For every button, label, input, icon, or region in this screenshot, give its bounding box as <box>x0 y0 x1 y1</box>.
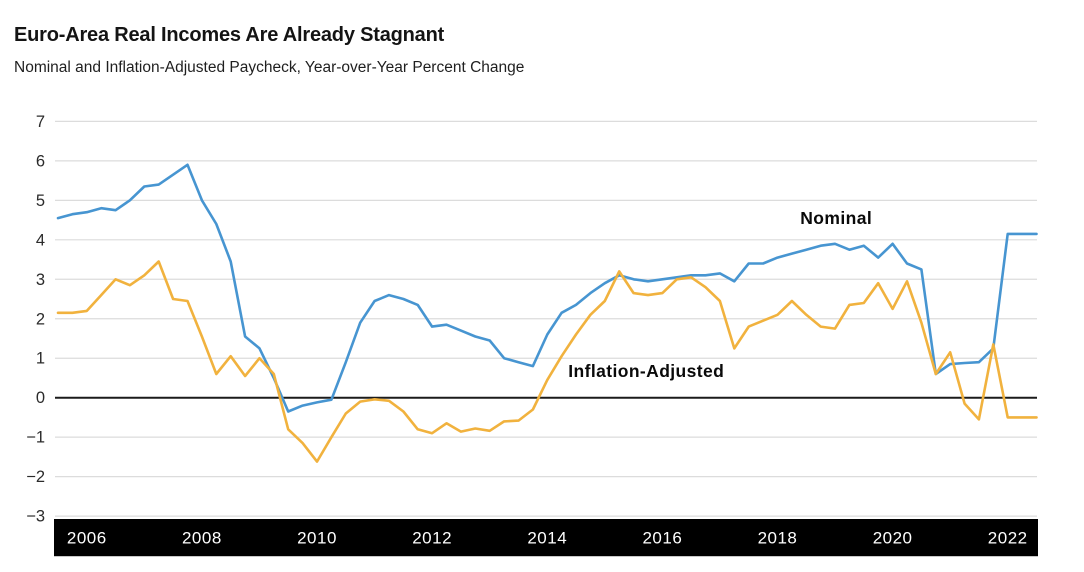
x-tick-label: 2010 <box>297 529 337 548</box>
y-tick-label: −3 <box>26 508 45 526</box>
y-tick-label: 2 <box>36 310 45 328</box>
x-tick-label: 2014 <box>527 529 567 548</box>
series-label-nominal: Nominal <box>800 208 872 228</box>
y-tick-label: 6 <box>36 152 45 170</box>
x-axis-band <box>54 519 1038 556</box>
x-tick-label: 2020 <box>873 529 913 548</box>
y-tick-label: 0 <box>36 389 45 407</box>
y-tick-label: 1 <box>36 350 45 368</box>
x-tick-label: 2016 <box>642 529 682 548</box>
x-tick-label: 2018 <box>758 529 798 548</box>
y-tick-label: −2 <box>26 468 45 486</box>
x-tick-label: 2012 <box>412 529 452 548</box>
series-nominal-line <box>56 163 1038 413</box>
chart-title: Euro-Area Real Incomes Are Already Stagn… <box>14 24 445 46</box>
chart-header: Euro-Area Real Incomes Are Already Stagn… <box>14 24 524 76</box>
chart-subtitle: Nominal and Inflation-Adjusted Paycheck,… <box>14 59 525 76</box>
y-tick-label: 3 <box>36 271 45 289</box>
x-tick-label: 2008 <box>182 529 222 548</box>
y-tick-label: 5 <box>36 192 45 210</box>
y-tick-label: −1 <box>26 429 45 447</box>
x-tick-label: 2022 <box>988 529 1028 548</box>
x-tick-label: 2006 <box>67 529 107 548</box>
series-label-inflation-adjusted: Inflation-Adjusted <box>568 361 724 381</box>
y-tick-label: 4 <box>36 231 45 249</box>
y-tick-label: 7 <box>36 113 45 131</box>
series-inflation-adjusted-line <box>56 260 1038 463</box>
